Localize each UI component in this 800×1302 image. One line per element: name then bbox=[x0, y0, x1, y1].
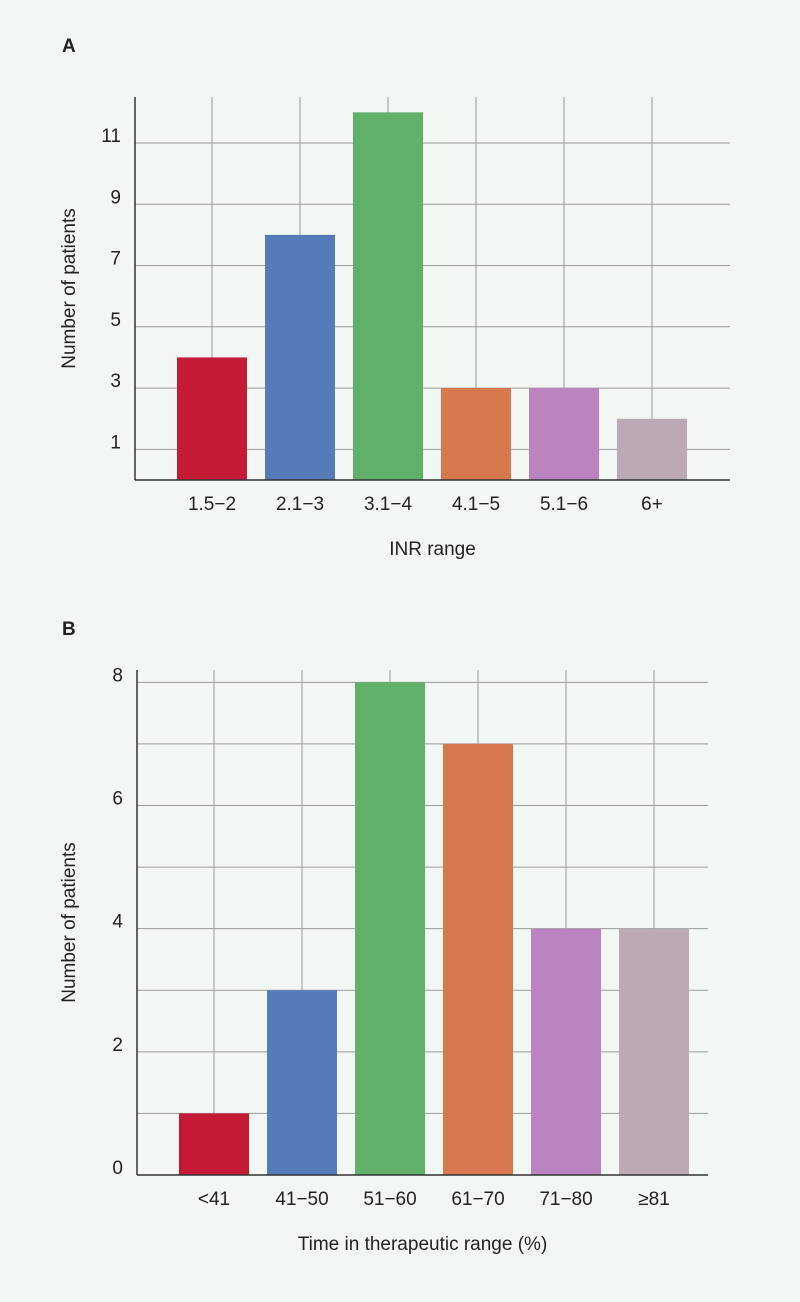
y-tick-label: 1 bbox=[110, 432, 121, 453]
y-tick-label: 4 bbox=[112, 912, 123, 933]
bar bbox=[619, 928, 689, 1175]
x-axis-title: INR range bbox=[389, 539, 476, 560]
bar bbox=[265, 234, 335, 480]
bar bbox=[617, 418, 687, 480]
bar bbox=[531, 928, 601, 1175]
y-tick-label: 3 bbox=[110, 371, 121, 392]
x-tick-label: 5.1−6 bbox=[540, 494, 588, 515]
x-tick-label: 51−60 bbox=[363, 1189, 416, 1210]
y-tick-label: 9 bbox=[110, 187, 121, 208]
bar bbox=[529, 388, 599, 480]
x-tick-label: 6+ bbox=[641, 494, 663, 515]
x-tick-label: 4.1−5 bbox=[452, 494, 500, 515]
bar bbox=[353, 112, 423, 480]
y-tick-label: 0 bbox=[112, 1158, 123, 1179]
x-tick-label: 1.5−2 bbox=[188, 494, 236, 515]
y-tick-label: 11 bbox=[101, 126, 121, 147]
x-tick-label: 61−70 bbox=[451, 1189, 504, 1210]
x-tick-label: ≥81 bbox=[638, 1189, 670, 1210]
panel-label: A bbox=[62, 36, 76, 57]
y-tick-label: 6 bbox=[112, 789, 123, 810]
bar bbox=[179, 1113, 249, 1175]
bar bbox=[355, 682, 425, 1175]
x-tick-label: 71−80 bbox=[539, 1189, 592, 1210]
y-axis-title: Number of patients bbox=[59, 842, 80, 1003]
x-tick-label: 3.1−4 bbox=[364, 494, 413, 515]
y-axis-title: Number of patients bbox=[59, 208, 80, 369]
panel-label: B bbox=[62, 619, 76, 640]
bar bbox=[267, 990, 337, 1175]
bar bbox=[177, 357, 247, 480]
x-axis-title: Time in therapeutic range (%) bbox=[298, 1234, 548, 1255]
y-tick-label: 8 bbox=[112, 665, 123, 686]
bar bbox=[441, 388, 511, 480]
x-tick-label: 2.1−3 bbox=[276, 494, 324, 515]
y-tick-label: 2 bbox=[112, 1035, 123, 1056]
y-tick-label: 7 bbox=[110, 249, 121, 270]
bar bbox=[443, 743, 513, 1175]
x-tick-label: 41−50 bbox=[275, 1189, 328, 1210]
y-tick-label: 5 bbox=[110, 310, 121, 331]
x-tick-label: <41 bbox=[198, 1189, 230, 1210]
